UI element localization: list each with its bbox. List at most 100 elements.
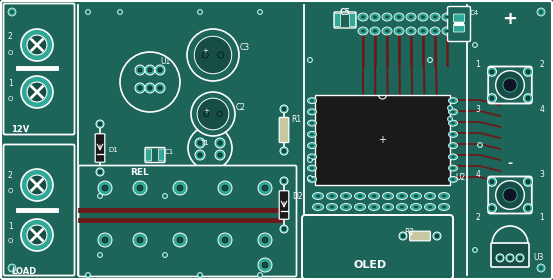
Circle shape xyxy=(307,157,312,162)
Circle shape xyxy=(506,254,514,262)
Circle shape xyxy=(120,52,180,112)
Ellipse shape xyxy=(312,204,324,211)
Ellipse shape xyxy=(307,109,316,115)
Circle shape xyxy=(98,181,112,195)
Text: C3: C3 xyxy=(240,43,250,52)
Ellipse shape xyxy=(414,206,418,208)
Text: D1: D1 xyxy=(108,147,118,153)
Circle shape xyxy=(27,225,47,245)
Circle shape xyxy=(474,249,476,251)
Ellipse shape xyxy=(442,206,446,208)
Ellipse shape xyxy=(448,120,457,126)
Circle shape xyxy=(524,67,533,76)
FancyBboxPatch shape xyxy=(279,117,289,143)
Ellipse shape xyxy=(361,29,365,32)
Ellipse shape xyxy=(397,15,401,18)
Ellipse shape xyxy=(344,206,348,208)
Ellipse shape xyxy=(451,156,455,158)
Circle shape xyxy=(194,36,232,74)
Circle shape xyxy=(495,71,524,99)
Circle shape xyxy=(218,153,222,157)
Circle shape xyxy=(518,256,521,260)
Circle shape xyxy=(138,86,142,90)
Ellipse shape xyxy=(397,193,408,199)
Circle shape xyxy=(99,195,101,197)
Circle shape xyxy=(259,11,261,13)
Ellipse shape xyxy=(361,15,365,18)
Text: C1: C1 xyxy=(165,149,174,155)
FancyBboxPatch shape xyxy=(279,191,289,219)
FancyBboxPatch shape xyxy=(410,231,430,241)
Circle shape xyxy=(86,272,91,277)
Text: 12V: 12V xyxy=(11,125,29,134)
Circle shape xyxy=(526,206,530,210)
Circle shape xyxy=(280,225,288,233)
Circle shape xyxy=(195,150,205,160)
Circle shape xyxy=(487,204,497,213)
Circle shape xyxy=(280,177,288,185)
Circle shape xyxy=(21,76,53,108)
Ellipse shape xyxy=(445,15,449,18)
Circle shape xyxy=(148,68,152,72)
FancyBboxPatch shape xyxy=(453,24,465,32)
Text: +: + xyxy=(202,48,208,54)
Ellipse shape xyxy=(409,29,413,32)
Ellipse shape xyxy=(385,29,389,32)
Circle shape xyxy=(197,10,202,15)
Circle shape xyxy=(490,70,494,74)
Ellipse shape xyxy=(451,99,455,102)
Circle shape xyxy=(191,92,235,136)
Circle shape xyxy=(199,274,201,276)
FancyBboxPatch shape xyxy=(3,144,75,276)
Text: 1: 1 xyxy=(540,213,544,222)
Circle shape xyxy=(435,234,439,238)
Ellipse shape xyxy=(358,195,362,197)
Text: 2: 2 xyxy=(8,171,13,180)
Circle shape xyxy=(537,8,545,16)
Text: O: O xyxy=(8,188,13,194)
Ellipse shape xyxy=(451,144,455,147)
Circle shape xyxy=(222,237,228,243)
Text: C4: C4 xyxy=(470,10,479,16)
Ellipse shape xyxy=(385,15,389,18)
Ellipse shape xyxy=(312,193,324,199)
Text: O: O xyxy=(8,50,13,56)
Ellipse shape xyxy=(394,13,404,21)
Ellipse shape xyxy=(451,178,455,181)
Circle shape xyxy=(99,254,101,256)
Ellipse shape xyxy=(451,167,455,169)
Ellipse shape xyxy=(430,13,440,21)
Circle shape xyxy=(204,111,209,116)
Circle shape xyxy=(524,204,533,213)
Circle shape xyxy=(200,108,212,120)
Circle shape xyxy=(198,48,212,62)
Circle shape xyxy=(503,188,517,202)
Circle shape xyxy=(163,253,168,258)
Ellipse shape xyxy=(386,195,390,197)
Circle shape xyxy=(213,108,226,120)
FancyBboxPatch shape xyxy=(491,243,529,267)
Circle shape xyxy=(537,264,545,272)
Circle shape xyxy=(148,86,152,90)
Circle shape xyxy=(86,10,91,15)
Ellipse shape xyxy=(326,204,337,211)
Ellipse shape xyxy=(410,204,421,211)
Circle shape xyxy=(524,94,533,103)
Circle shape xyxy=(21,219,53,251)
Circle shape xyxy=(87,274,89,276)
Circle shape xyxy=(283,107,286,111)
Circle shape xyxy=(498,256,502,260)
Ellipse shape xyxy=(410,193,421,199)
Circle shape xyxy=(283,227,286,231)
Text: O: O xyxy=(8,96,13,102)
Ellipse shape xyxy=(442,13,452,21)
Text: +: + xyxy=(204,108,210,114)
Ellipse shape xyxy=(307,143,316,149)
Ellipse shape xyxy=(310,122,314,124)
Circle shape xyxy=(197,272,202,277)
Ellipse shape xyxy=(433,15,437,18)
Ellipse shape xyxy=(307,98,316,104)
Text: U2: U2 xyxy=(455,173,465,182)
Text: LOAD: LOAD xyxy=(11,267,36,276)
Ellipse shape xyxy=(358,27,368,35)
